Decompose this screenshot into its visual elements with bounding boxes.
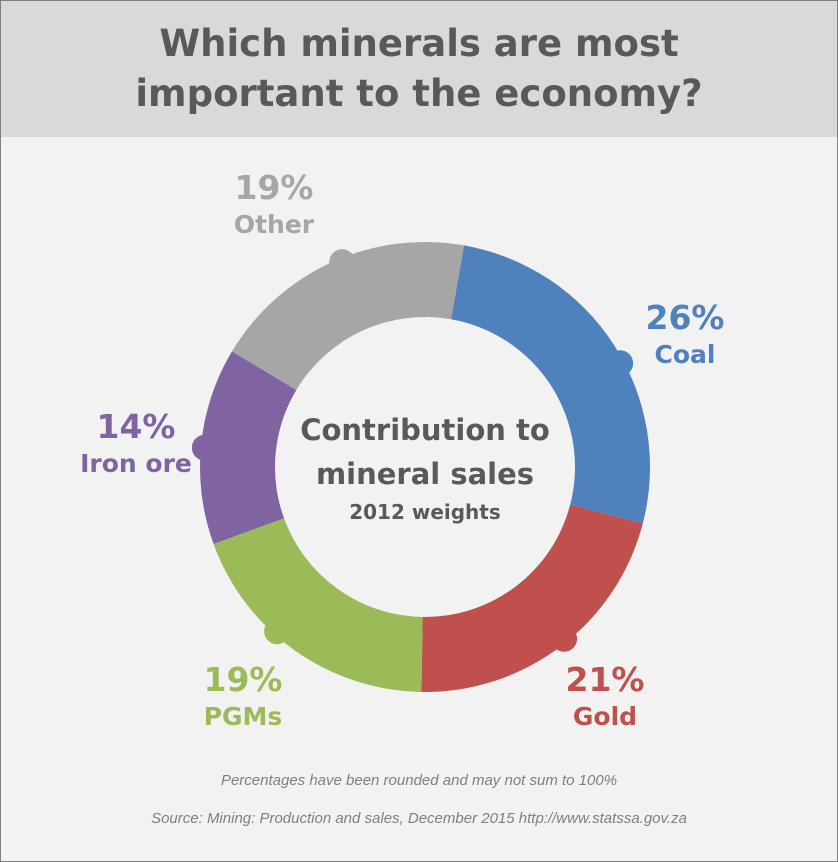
slice-pgms [213,518,423,692]
leader-dot-other [329,249,356,276]
data-label: 21% [565,660,645,699]
center-title-line-2: mineral sales [315,457,535,491]
title-line-1: Which minerals are most [159,22,679,65]
title-line-2: important to the economy? [135,72,703,115]
leader-dot-pgms [264,618,291,645]
label-gold: 21% Gold [525,660,685,734]
slice-name: Other [233,210,315,239]
slice-gold [421,504,643,692]
slice-other [231,242,465,390]
slice-iron-ore [199,351,297,544]
leader-dot-coal [607,350,634,377]
label-other: 19% Other [194,168,354,242]
data-label: 14% [96,407,176,446]
slice-name: Iron ore [80,449,192,478]
data-label: 19% [203,660,283,699]
data-label: 26% [645,298,725,337]
center-subtitle: 2012 weights [349,500,501,524]
slice-coal [451,245,650,524]
data-label: 19% [234,168,314,207]
chart-title: Which minerals are most important to the … [1,1,837,119]
source-note: Source: Mining: Production and sales, De… [151,810,687,827]
label-iron-ore: 14% Iron ore [56,407,216,481]
label-pgms: 19% PGMs [163,660,323,734]
leader-dot-gold [551,625,578,652]
label-coal: 26% Coal [605,298,765,372]
title-banner: Which minerals are most important to the … [1,1,837,137]
slice-name: Coal [654,340,716,369]
footnote: Percentages have been rounded and may no… [220,772,618,789]
slice-name: Gold [572,702,638,731]
center-title-line-1: Contribution to [300,413,550,447]
leader-dot-iron-ore [191,434,218,461]
slice-name: PGMs [203,702,283,731]
center-label: Contribution to mineral sales 2012 weigh… [275,408,575,528]
